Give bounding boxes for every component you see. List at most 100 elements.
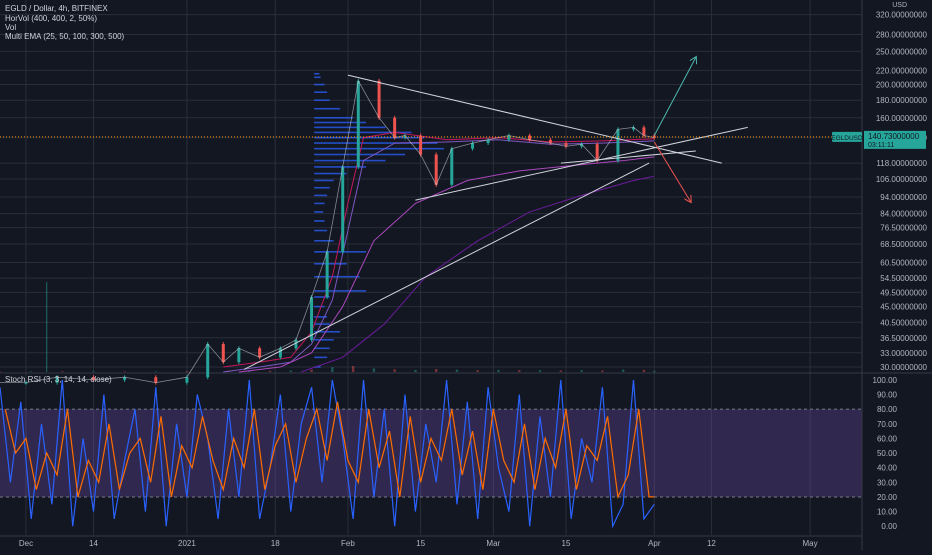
long-support-line[interactable] <box>243 162 650 370</box>
candle-body <box>258 348 262 358</box>
candle-body <box>564 143 568 147</box>
ema-line <box>223 131 655 368</box>
time-tick-label: 18 <box>271 539 280 548</box>
price-tick-label: 160.00000000 <box>876 114 928 123</box>
volume-bar <box>268 370 272 372</box>
candle-body <box>154 377 158 383</box>
stoch-tick-label: 0.00 <box>881 522 897 531</box>
candle-body <box>24 382 28 384</box>
horvol-bar <box>314 116 354 119</box>
time-tick-label: 12 <box>707 539 716 548</box>
symbol-tag[interactable] <box>832 131 862 142</box>
stoch-tick-label: 40.00 <box>877 464 898 473</box>
horvol-bar <box>314 220 325 222</box>
candle-body <box>616 129 620 161</box>
price-tick-label: 200.00000000 <box>876 81 928 90</box>
symbol-tag-text: EGLDUSD <box>831 135 863 142</box>
horvol-bar <box>314 316 328 318</box>
time-tick-label: 2021 <box>178 539 196 548</box>
price-tick-label: 94.00000000 <box>880 193 927 202</box>
horvol-bar <box>314 240 334 242</box>
volume-bar <box>29 371 33 372</box>
time-tick-label: 15 <box>416 539 425 548</box>
price-tick-label: 106.00000000 <box>876 175 928 184</box>
volume-bar <box>580 370 583 372</box>
volume-bar <box>331 367 334 372</box>
price-tick-label: 40.50000000 <box>880 318 927 327</box>
time-tick-label: May <box>803 539 818 548</box>
candle-body <box>434 154 438 185</box>
stoch-tick-label: 70.00 <box>877 420 898 429</box>
candle-body <box>632 127 636 130</box>
horvol-bar <box>314 251 367 253</box>
symbol-title[interactable]: EGLD / Dollar, 4h, BITFINEX <box>5 4 108 13</box>
volume-bar <box>351 366 355 372</box>
price-tick-label: 30.00000000 <box>880 363 927 372</box>
volume-bar <box>123 371 126 372</box>
candle-body <box>123 377 127 380</box>
indicator-stoch-rsi[interactable]: Stoch RSI (3, 3, 14, 14, close) <box>5 375 112 384</box>
candle-body <box>356 80 360 167</box>
stoch-line <box>4 401 655 500</box>
horvol-bar <box>314 305 325 308</box>
horvol-bar <box>314 339 334 341</box>
time-tick-label: Dec <box>19 539 33 548</box>
price-tick-label: 68.50000000 <box>880 240 927 249</box>
horvol-bar <box>314 347 330 350</box>
indicator-horvol[interactable]: HorVol (400, 400, 2, 50%) <box>5 14 98 23</box>
stoch-tick-label: 60.00 <box>877 434 898 443</box>
candle-body <box>310 296 314 340</box>
volume-bar <box>248 370 251 372</box>
volume-bar <box>393 369 396 372</box>
horvol-bar <box>314 323 330 325</box>
time-tick-label: 15 <box>562 539 571 548</box>
horvol-bar <box>314 356 328 359</box>
horvol-bar <box>314 366 321 368</box>
volume-bar <box>414 369 417 372</box>
horvol-bar <box>314 107 341 110</box>
horvol-bar <box>314 166 367 168</box>
stoch-tick-label: 90.00 <box>877 390 898 399</box>
horvol-bar <box>314 72 320 75</box>
candle-body <box>595 144 599 161</box>
volume-bar <box>455 369 459 372</box>
volume-bar <box>476 370 479 372</box>
candle-body <box>221 344 225 363</box>
indicator-vol[interactable]: Vol <box>5 23 17 32</box>
candle-body <box>325 251 329 297</box>
horvol-bar <box>314 83 325 86</box>
countdown-text: 03:11:11 <box>868 142 894 149</box>
horvol-bar <box>314 172 347 175</box>
range-line[interactable] <box>560 150 696 164</box>
bullish-arrow[interactable] <box>653 57 696 136</box>
price-tick-label: 84.00000000 <box>880 210 927 219</box>
stoch-tick-label: 80.00 <box>877 405 898 414</box>
candle-body <box>237 348 241 363</box>
volume-bar <box>0 371 2 372</box>
horvol-bar <box>314 296 330 298</box>
lower-channel-line[interactable] <box>415 126 748 201</box>
horvol-bar <box>314 147 444 150</box>
volume-bar <box>621 369 625 372</box>
bearish-arrow[interactable] <box>653 141 690 202</box>
horvol-bar <box>314 186 330 189</box>
candle-body <box>507 135 511 140</box>
upper-trendline[interactable] <box>347 74 722 164</box>
price-tick-label: 180.00000000 <box>876 96 928 105</box>
horvol-bar <box>314 229 328 232</box>
time-tick-label: Mar <box>486 539 500 548</box>
indicator-multi-ema[interactable]: Multi EMA (25, 50, 100, 300, 500) <box>5 32 125 41</box>
candle-body <box>486 139 490 144</box>
horvol-bar <box>314 262 347 265</box>
price-tick-label: 33.00000000 <box>880 349 927 358</box>
horvol-bar <box>314 91 328 93</box>
candle-body <box>185 377 189 383</box>
horvol-bar <box>314 194 328 197</box>
time-tick-label: 14 <box>89 539 98 548</box>
currency-label: USD <box>892 2 907 9</box>
stoch-line <box>0 379 655 529</box>
volume-bar <box>310 369 313 372</box>
horvol-bar <box>314 211 324 213</box>
